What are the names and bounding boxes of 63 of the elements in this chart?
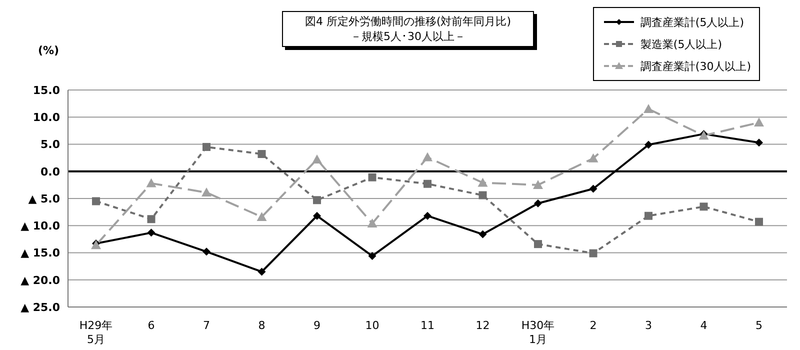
- x-tick-label: 11: [420, 319, 434, 332]
- point: [146, 178, 156, 188]
- x-tick-label: 10: [365, 319, 380, 332]
- point: [478, 178, 488, 187]
- point: [588, 153, 598, 162]
- point: [202, 142, 210, 151]
- point: [424, 180, 432, 188]
- point: [312, 154, 322, 164]
- point: [422, 152, 432, 162]
- y-tick-label: 15.0: [32, 84, 60, 97]
- chart-title: 図4 所定外労働時間の推移(対前年同月比): [304, 14, 512, 29]
- x-tick-label: 3: [645, 319, 652, 332]
- point: [202, 248, 210, 256]
- x-tick-label: H29年 5月: [79, 319, 113, 346]
- x-tick-label: 8: [258, 319, 266, 332]
- point: [147, 228, 156, 237]
- point: [258, 150, 266, 158]
- point: [202, 188, 212, 197]
- point: [644, 212, 652, 220]
- x-tick-label: 2: [590, 319, 597, 332]
- chart-subtitle: －規模5人･30人以上－: [350, 29, 466, 44]
- point: [754, 118, 764, 127]
- point: [92, 197, 100, 206]
- y-axis-title: (%): [38, 44, 60, 57]
- x-tick-label: 6: [148, 319, 155, 332]
- point: [755, 138, 763, 147]
- y-tick-label: 5.0: [40, 138, 60, 152]
- y-tick-label: 10.0: [32, 111, 60, 124]
- y-tick-label: ▲ 10.0: [20, 220, 60, 233]
- y-tick-label: ▲ 5.0: [28, 192, 60, 206]
- point: [534, 199, 542, 208]
- point: [147, 215, 156, 224]
- legend-label: 調査産業計(5人以上): [640, 14, 744, 30]
- point: [533, 180, 543, 189]
- point: [258, 268, 266, 276]
- point: [644, 140, 652, 149]
- point: [313, 196, 321, 204]
- x-tick-label: 5: [756, 319, 762, 332]
- point: [313, 212, 321, 220]
- x-tick-label: 7: [203, 319, 210, 332]
- y-tick-label: ▲ 15.0: [20, 246, 60, 260]
- point: [478, 230, 487, 238]
- y-tick-label: ▲ 20.0: [20, 274, 60, 287]
- x-tick-label: H30年 1月: [521, 319, 555, 346]
- y-tick-label: 0.0: [40, 165, 60, 178]
- point: [589, 249, 598, 258]
- x-tick-label: 4: [700, 319, 708, 332]
- point: [589, 184, 598, 193]
- point: [534, 240, 542, 248]
- point: [367, 218, 378, 228]
- point: [755, 218, 763, 226]
- legend-label: 製造業(5人以上): [640, 36, 722, 52]
- x-tick-label: 12: [476, 319, 490, 332]
- point: [424, 212, 432, 220]
- x-tick-label: 9: [314, 319, 320, 332]
- point: [644, 104, 654, 113]
- point: [256, 212, 267, 221]
- point: [368, 173, 376, 182]
- point: [700, 202, 708, 211]
- legend-label: 調査産業計(30人以上): [640, 58, 751, 74]
- y-tick-label: ▲ 25.0: [20, 300, 60, 314]
- point: [478, 191, 487, 200]
- point: [368, 252, 376, 260]
